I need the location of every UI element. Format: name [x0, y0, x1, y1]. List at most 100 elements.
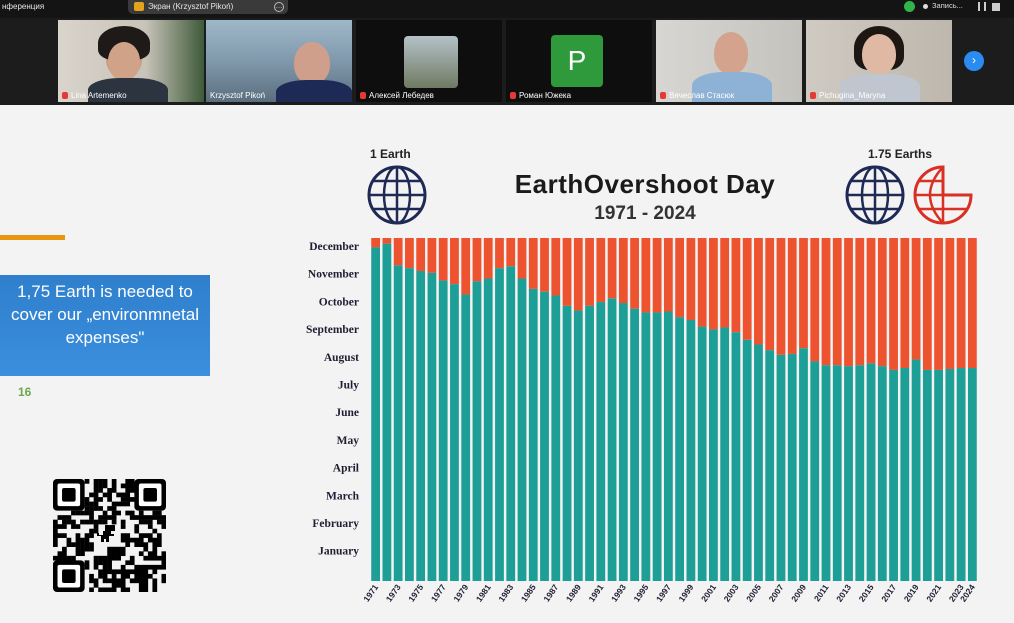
overshoot-bar — [472, 238, 482, 282]
slide-number: 16 — [18, 385, 32, 399]
chart-title: EarthOvershoot Day — [514, 169, 776, 199]
qr-module — [129, 483, 135, 489]
qr-module — [80, 551, 85, 557]
qr-module — [111, 551, 117, 557]
qr-module — [152, 569, 158, 575]
screen-share-icon — [134, 2, 144, 11]
screen-share-indicator[interactable]: Экран (Krzysztof Pikoń) … — [128, 0, 288, 14]
resource-bar — [438, 280, 448, 581]
participant-name: Krzysztof Pikoń — [210, 91, 266, 100]
year-tick-label: 1979 — [451, 582, 470, 603]
qr-module — [161, 551, 166, 557]
participant-tile[interactable]: Алексей Лебедев — [356, 20, 502, 102]
qr-module — [152, 582, 158, 588]
qr-module — [89, 573, 94, 579]
qr-module — [111, 510, 117, 516]
qr-module — [116, 492, 121, 498]
person-face-front — [108, 42, 140, 80]
pause-recording-icon[interactable] — [978, 2, 986, 11]
participant-tile[interactable]: Pichugina_Maryna — [806, 20, 952, 102]
qr-module — [84, 533, 90, 538]
qr-module — [84, 506, 90, 511]
qr-module — [134, 515, 140, 520]
qr-module — [156, 515, 162, 520]
resource-bar — [956, 368, 966, 581]
month-tick-label: August — [324, 352, 359, 364]
year-tick-label: 1999 — [676, 582, 695, 603]
qr-module — [129, 569, 135, 575]
mic-muted-icon — [810, 92, 816, 99]
month-tick-label: September — [306, 324, 359, 336]
qr-module — [125, 560, 131, 566]
resource-bar — [596, 302, 606, 581]
year-tick-label: 1981 — [474, 582, 493, 603]
qr-module — [138, 573, 144, 579]
qr-module — [161, 515, 166, 520]
participant-tile[interactable]: P Роман Южека — [506, 20, 652, 102]
qr-module — [134, 564, 140, 570]
resource-bar — [855, 365, 865, 581]
qr-module — [111, 569, 117, 575]
stop-recording-icon[interactable] — [992, 3, 1000, 11]
qr-module — [93, 506, 99, 511]
overshoot-bar — [922, 238, 932, 370]
resource-bar — [754, 344, 763, 581]
qr-module — [161, 578, 166, 584]
qr-module — [152, 578, 158, 584]
qr-module — [102, 515, 108, 520]
participant-tile[interactable]: Вячеслав Стасюк — [656, 20, 802, 102]
year-tick-label: 2009 — [789, 582, 808, 603]
qr-module — [93, 492, 99, 498]
qr-module — [93, 519, 99, 525]
qr-module — [84, 497, 90, 502]
qr-module — [93, 479, 99, 484]
qr-module — [89, 546, 94, 552]
participant-name: Lina Artemenko — [62, 91, 127, 100]
participant-tile-active[interactable]: Krzysztof Pikoń — [206, 20, 352, 102]
security-shield-icon[interactable] — [904, 1, 915, 12]
qr-module — [120, 501, 126, 507]
resource-bar — [742, 339, 752, 581]
qr-module — [66, 555, 72, 561]
qr-module — [161, 555, 166, 561]
resource-bar — [517, 278, 527, 581]
resource-bar — [776, 354, 786, 581]
overshoot-bar — [506, 238, 516, 267]
qr-module — [143, 578, 149, 584]
overshoot-bar — [551, 238, 561, 296]
qr-module — [71, 524, 76, 529]
year-tick-label: 1975 — [406, 582, 425, 603]
resource-bar — [450, 284, 459, 581]
qr-module — [102, 569, 108, 575]
qr-module — [80, 537, 85, 543]
qr-module — [84, 546, 90, 552]
qr-module — [156, 510, 162, 516]
one-earth-label: 1 Earth — [370, 147, 411, 161]
qr-module — [98, 560, 103, 566]
screen-share-label: Экран (Krzysztof Pikoń) — [148, 2, 234, 11]
qr-module — [75, 510, 81, 516]
qr-module — [84, 564, 90, 570]
qr-module — [156, 555, 162, 561]
overshoot-bar — [630, 238, 639, 309]
more-options-icon[interactable]: … — [274, 2, 284, 12]
qr-module — [89, 501, 94, 507]
qr-module — [143, 555, 149, 561]
resource-bar — [416, 270, 426, 581]
qr-module — [147, 533, 153, 538]
resource-bar — [585, 305, 594, 581]
qr-module — [107, 546, 112, 552]
month-tick-label: February — [312, 518, 359, 530]
globe-icon — [845, 165, 905, 225]
resource-bar — [393, 265, 403, 581]
qr-module — [107, 506, 112, 511]
participant-tile[interactable]: Lina Artemenko — [58, 20, 204, 102]
qr-module — [89, 533, 94, 538]
qr-module — [120, 564, 126, 570]
qr-module — [116, 582, 121, 588]
overshoot-bar — [776, 238, 786, 355]
next-page-button[interactable]: › — [964, 51, 984, 71]
qr-module — [111, 479, 117, 484]
qr-module — [75, 533, 81, 538]
year-tick-label: 1971 — [361, 582, 380, 603]
